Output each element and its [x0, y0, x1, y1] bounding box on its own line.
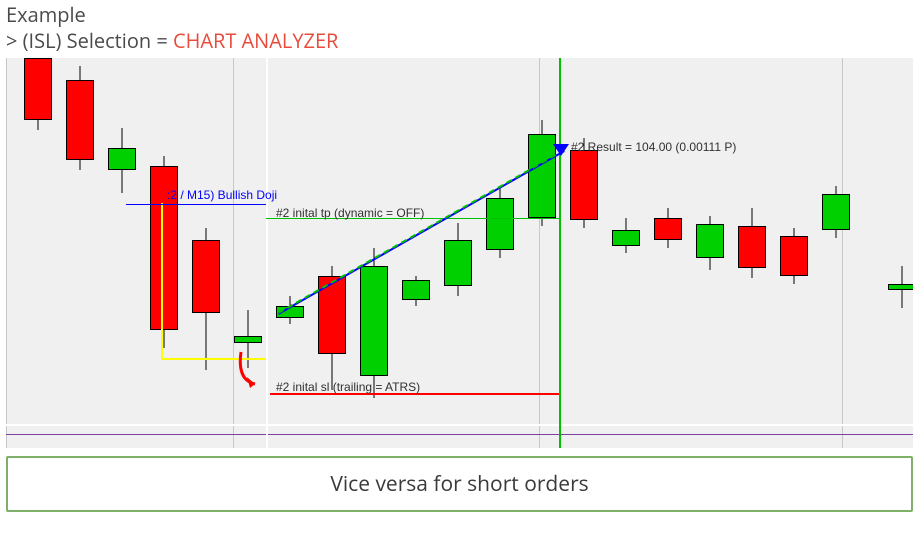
label-sl: #2 inital sl (trailing = ATRS) [276, 380, 420, 394]
label-signal: :2 / M15) Bullish Doji [167, 188, 277, 202]
candle [24, 58, 52, 448]
exit-vline [559, 58, 561, 448]
yellow-vline [161, 203, 163, 358]
candle [108, 58, 136, 448]
label-tp: #2 inital tp (dynamic = OFF) [276, 206, 424, 220]
candle [570, 58, 598, 448]
candle [150, 58, 178, 448]
header-line2: > (ISL) Selection = CHART ANALYZER [6, 28, 913, 54]
candle [780, 58, 808, 448]
example-header: Example > (ISL) Selection = CHART ANALYZ… [0, 0, 919, 58]
footer-text: Vice versa for short orders [330, 470, 588, 498]
candle [822, 58, 850, 448]
header-line1: Example [6, 2, 913, 28]
candle [654, 58, 682, 448]
candle [444, 58, 472, 448]
candle [486, 58, 514, 448]
red-arrow-icon [233, 344, 273, 394]
price-chart: :2 / M15) Bullish Doji #2 inital tp (dyna… [6, 58, 913, 448]
header-prefix: > (ISL) Selection = [6, 27, 173, 54]
candle [738, 58, 766, 448]
candle [192, 58, 220, 448]
candle [696, 58, 724, 448]
grid-line [6, 58, 7, 448]
header-highlight: CHART ANALYZER [173, 27, 338, 54]
candle [528, 58, 556, 448]
footer-note: Vice versa for short orders [6, 456, 913, 512]
blue-arrow-icon [551, 142, 573, 160]
candle [888, 58, 913, 448]
candle [612, 58, 640, 448]
label-result: #2 Result = 104.00 (0.00111 P) [571, 140, 736, 154]
candle [66, 58, 94, 448]
signal-hline [126, 204, 266, 205]
